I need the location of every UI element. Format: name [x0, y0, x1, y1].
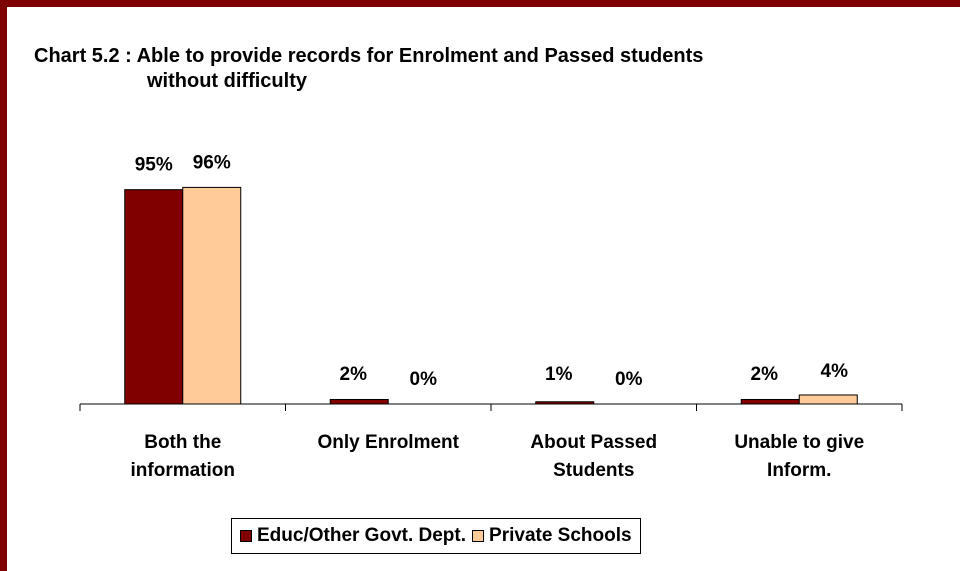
chart-title-line1: Chart 5.2 : Able to provide records for …: [34, 45, 704, 67]
x-tick-label-cat-2: About Passed: [530, 432, 657, 453]
bar-series-0-cat-3: [740, 398, 800, 405]
bar-series-0-cat-2: [535, 401, 595, 405]
bar-series-1-cat-0: [182, 186, 242, 405]
x-tick-label-cat-0: information: [131, 460, 236, 481]
x-tick-label-cat-2: Students: [553, 460, 634, 481]
legend-swatch-series-0: [240, 530, 252, 542]
data-label-series-0-cat-2: 1%: [545, 364, 573, 385]
legend-label-series-0: Educ/Other Govt. Dept.: [257, 525, 467, 546]
bar-series-1-cat-3: [798, 394, 858, 405]
legend-swatch-series-1: [472, 530, 485, 542]
chart-title-line2: without difficulty: [147, 70, 307, 92]
legend-item-series-0: Educ/Other Govt. Dept.: [240, 525, 466, 547]
data-label-series-0-cat-1: 2%: [340, 364, 368, 385]
data-label-series-0-cat-0: 95%: [135, 155, 173, 176]
data-label-series-1-cat-0: 96%: [193, 152, 231, 173]
bar-series-0-cat-0: [124, 189, 184, 405]
chart-title: Chart 5.2 : Able to provide records for …: [34, 44, 944, 94]
data-label-series-1-cat-2: 0%: [615, 369, 643, 390]
legend-item-series-1: Private Schools: [472, 525, 632, 547]
x-tick-label-cat-3: Inform.: [767, 460, 831, 481]
x-tick-label-cat-1: Only Enrolment: [318, 432, 460, 453]
legend-label-series-1: Private Schools: [489, 525, 632, 546]
x-tick-label-cat-3: Unable to give: [734, 432, 864, 453]
data-label-series-1-cat-1: 0%: [410, 369, 438, 390]
bar-series-0-cat-1: [329, 398, 389, 405]
x-tick-label-cat-0: Both the: [144, 432, 221, 453]
data-label-series-1-cat-3: 4%: [821, 361, 849, 382]
chart-legend: Educ/Other Govt. Dept. Private Schools: [231, 518, 641, 554]
data-label-series-0-cat-3: 2%: [751, 364, 779, 385]
